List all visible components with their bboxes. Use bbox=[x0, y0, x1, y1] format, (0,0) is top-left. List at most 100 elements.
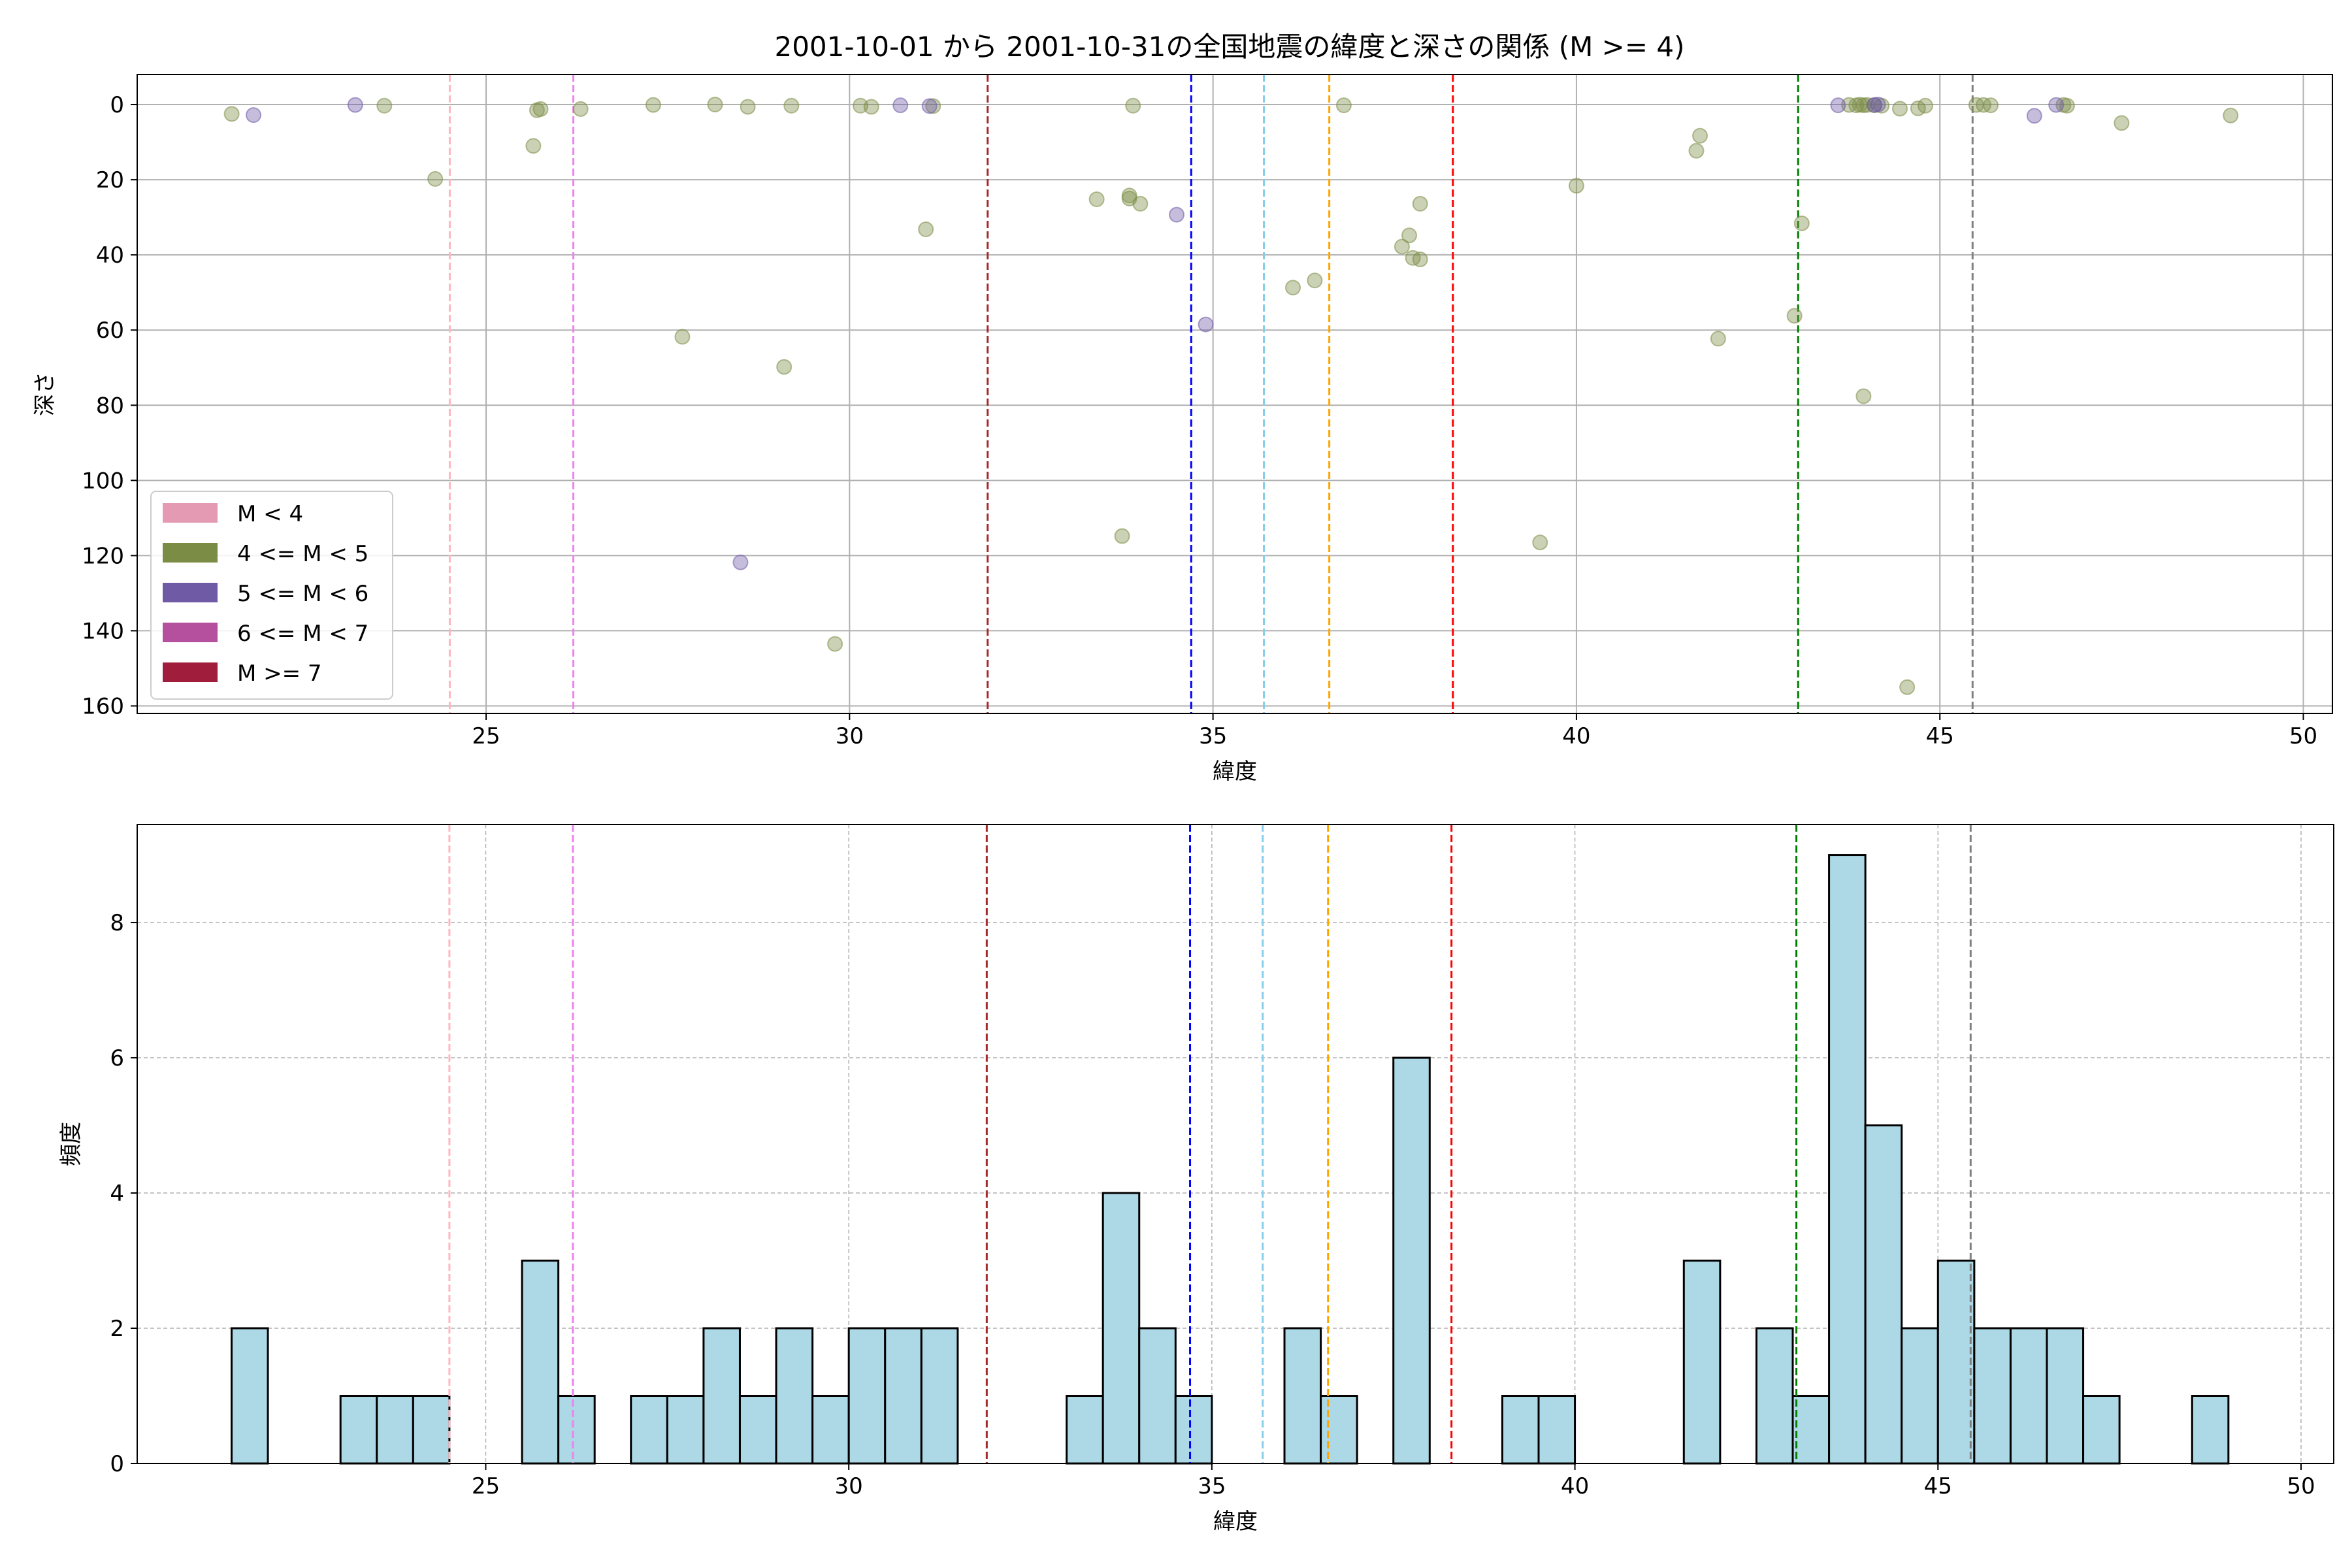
figure-title: 2001-10-01 から 2001-10-31の全国地震の緯度と深さの関係 (… bbox=[774, 31, 1684, 63]
histogram-x-tick-label: 45 bbox=[1924, 1473, 1952, 1499]
histogram-x-tick-label: 30 bbox=[835, 1473, 863, 1499]
histogram-bar bbox=[666, 1395, 705, 1465]
scatter-points bbox=[223, 97, 2239, 695]
scatter-point bbox=[740, 99, 756, 115]
histogram-y-tick-label: 0 bbox=[110, 1451, 124, 1477]
histogram-bar bbox=[376, 1395, 414, 1465]
scatter-point bbox=[674, 329, 691, 345]
histogram-bar bbox=[1828, 854, 1867, 1465]
histogram-bar bbox=[2009, 1327, 2048, 1465]
scatter-point bbox=[347, 97, 363, 113]
scatter-point bbox=[776, 359, 792, 375]
scatter-y-tick-label: 0 bbox=[110, 92, 124, 118]
histogram-reference-lines bbox=[448, 825, 1972, 1463]
scatter-point bbox=[427, 171, 444, 187]
scatter-point bbox=[2059, 97, 2075, 114]
scatter-point bbox=[827, 636, 843, 652]
histogram-bar bbox=[1501, 1395, 1540, 1465]
scatter-x-tick-label: 40 bbox=[1562, 723, 1590, 749]
scatter-y-tick-label: 140 bbox=[82, 618, 124, 644]
histogram-frame bbox=[137, 824, 2334, 1464]
scatter-point bbox=[1983, 97, 1999, 114]
histogram-bar bbox=[920, 1327, 959, 1465]
histogram-bar bbox=[2046, 1327, 2085, 1465]
histogram-x-tick-label: 50 bbox=[2287, 1473, 2315, 1499]
histogram-bar bbox=[847, 1327, 887, 1465]
scatter-point bbox=[918, 221, 934, 238]
histogram-bar bbox=[1283, 1327, 1322, 1465]
scatter-point bbox=[572, 101, 589, 117]
scatter-point bbox=[1114, 528, 1130, 544]
legend-swatch bbox=[163, 662, 218, 682]
histogram-y-axis-label: 頻度 bbox=[58, 1122, 84, 1166]
scatter-point bbox=[1285, 280, 1301, 296]
legend-label: M < 4 bbox=[237, 501, 303, 527]
scatter-y-tick-label: 100 bbox=[82, 468, 124, 494]
histogram-bar bbox=[1066, 1395, 1104, 1465]
scatter-point bbox=[223, 106, 240, 122]
scatter-point bbox=[1830, 97, 1846, 114]
histogram-bar bbox=[811, 1395, 850, 1465]
scatter-point bbox=[1125, 97, 1141, 114]
histogram-bar bbox=[702, 1327, 741, 1465]
histogram-bar bbox=[738, 1395, 777, 1465]
histogram-bar bbox=[1901, 1327, 1939, 1465]
histogram-bar bbox=[521, 1260, 560, 1465]
scatter-point bbox=[1307, 272, 1323, 289]
histogram-bar bbox=[630, 1395, 668, 1465]
histogram-bar bbox=[1936, 1260, 1976, 1465]
scatter-point bbox=[525, 138, 542, 154]
scatter-point bbox=[1168, 206, 1184, 223]
histogram-bar bbox=[1791, 1395, 1831, 1465]
scatter-point bbox=[1899, 679, 1916, 695]
scatter-point bbox=[863, 99, 879, 115]
scatter-point bbox=[707, 97, 723, 113]
histogram-bar bbox=[339, 1395, 378, 1465]
scatter-frame bbox=[137, 74, 2333, 714]
legend-label: 5 <= M < 6 bbox=[237, 581, 368, 607]
histogram-bar bbox=[1864, 1124, 1903, 1465]
scatter-point bbox=[376, 97, 393, 114]
scatter-point bbox=[783, 97, 800, 114]
scatter-point bbox=[1401, 227, 1418, 244]
scatter-point bbox=[532, 101, 549, 117]
scatter-point bbox=[1132, 195, 1149, 212]
scatter-point bbox=[1793, 215, 1810, 231]
histogram-bar bbox=[1102, 1192, 1141, 1465]
scatter-ticks: 25 30 35 40 45 50 0 20 40 60 80 100 120 140 160 bbox=[82, 92, 2317, 749]
scatter-point bbox=[1786, 308, 1803, 324]
scatter-point bbox=[1412, 195, 1428, 212]
histogram-bar bbox=[230, 1327, 269, 1465]
scatter-grid bbox=[137, 74, 2332, 713]
scatter-point bbox=[1870, 97, 1886, 113]
scatter-point bbox=[2223, 107, 2239, 123]
histogram-y-tick-label: 4 bbox=[110, 1181, 124, 1207]
histogram-ticks: 25 30 35 40 45 50 0 2 4 6 8 bbox=[110, 910, 2315, 1499]
scatter-x-tick-label: 45 bbox=[1926, 723, 1954, 749]
legend-swatch bbox=[163, 543, 218, 563]
scatter-point bbox=[1394, 238, 1410, 255]
scatter-point bbox=[921, 98, 938, 114]
scatter-x-tick-label: 25 bbox=[472, 723, 500, 749]
scatter-y-tick-label: 160 bbox=[82, 693, 124, 719]
scatter-x-tick-label: 35 bbox=[1199, 723, 1227, 749]
scatter-y-tick-label: 120 bbox=[82, 543, 124, 569]
histogram-x-axis-label: 緯度 bbox=[1213, 1509, 1258, 1535]
histogram-bar bbox=[884, 1327, 923, 1465]
histogram-x-tick-label: 40 bbox=[1561, 1473, 1589, 1499]
scatter-y-tick-label: 40 bbox=[96, 242, 124, 269]
scatter-point bbox=[732, 554, 749, 570]
histogram-bar bbox=[412, 1395, 451, 1465]
histogram-y-tick-label: 8 bbox=[110, 910, 124, 936]
scatter-point bbox=[1855, 388, 1872, 404]
scatter-point bbox=[892, 97, 909, 114]
scatter-point bbox=[2114, 115, 2130, 131]
scatter-x-axis-label: 緯度 bbox=[1213, 759, 1257, 785]
histogram-bar bbox=[1138, 1327, 1177, 1465]
legend-swatch bbox=[163, 583, 218, 602]
scatter-point bbox=[246, 107, 262, 123]
histogram-x-tick-label: 35 bbox=[1198, 1473, 1226, 1499]
scatter-y-tick-label: 80 bbox=[96, 393, 124, 419]
scatter-point bbox=[1198, 316, 1214, 333]
